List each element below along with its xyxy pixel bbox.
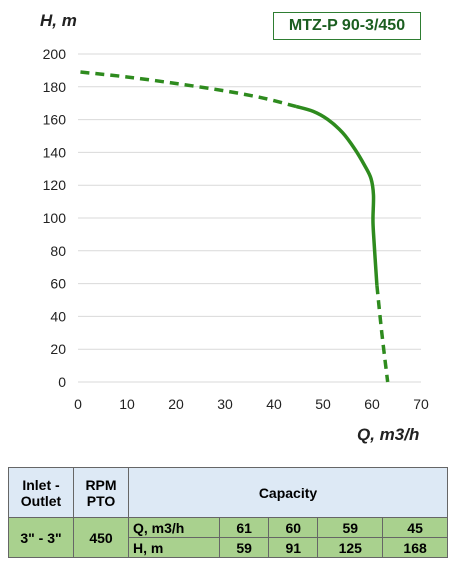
y-tick-label: 120 (43, 177, 67, 193)
inlet-outlet-header: Inlet - Outlet (8, 467, 74, 518)
gridlines (78, 53, 421, 383)
inlet-outlet-value: 3" - 3" (8, 517, 74, 558)
x-tick-label: 20 (168, 396, 184, 412)
y-tick-label: 60 (50, 276, 66, 292)
q-value-1: 61 (218, 517, 270, 538)
rpm-pto-value: 450 (73, 517, 129, 558)
h-value-3: 125 (317, 537, 384, 558)
q-value-3: 59 (317, 517, 384, 538)
y-tick-label: 0 (58, 374, 66, 390)
tick-labels: 0 20 40 60 80 100 120 140 160 180 200 0 10 20 30 40 50 60… (43, 46, 429, 412)
x-tick-label: 10 (119, 396, 135, 412)
spec-table: Inlet - Outlet RPM PTO Capacity 3" - 3" … (8, 467, 448, 558)
pump-curve (80, 70, 390, 383)
capacity-header: Capacity (128, 467, 448, 518)
y-tick-label: 140 (43, 144, 67, 160)
curve-solid-segment (295, 104, 379, 286)
q-value-4: 45 (382, 517, 448, 538)
pump-curve-chart: 0 20 40 60 80 100 120 140 160 180 200 0 10 20 30 40 50 60… (40, 11, 429, 444)
model-title: MTZ-P 90-3/450 (273, 12, 421, 40)
h-value-2: 91 (268, 537, 319, 558)
y-tick-label: 180 (43, 79, 67, 95)
q-label: Q, m3/h (128, 517, 220, 538)
q-value-2: 60 (268, 517, 319, 538)
y-tick-label: 100 (43, 210, 67, 226)
h-value-1: 59 (218, 537, 270, 558)
curve-dashed-segment (375, 285, 390, 383)
x-tick-label: 50 (315, 396, 331, 412)
y-axis-label: H, m (40, 11, 77, 30)
x-tick-label: 40 (266, 396, 282, 412)
y-tick-label: 160 (43, 112, 67, 128)
x-tick-label: 0 (74, 396, 82, 412)
y-tick-label: 40 (50, 308, 66, 324)
x-axis-label: Q, m3/h (357, 425, 419, 444)
y-tick-label: 80 (50, 243, 66, 259)
rpm-pto-header: RPM PTO (73, 467, 129, 518)
curve-dashed-segment (80, 70, 297, 109)
h-label: H, m (128, 537, 220, 558)
y-tick-label: 20 (50, 341, 66, 357)
x-tick-label: 70 (413, 396, 429, 412)
x-tick-label: 30 (217, 396, 233, 412)
x-tick-label: 60 (364, 396, 380, 412)
y-tick-label: 200 (43, 46, 67, 62)
h-value-4: 168 (382, 537, 448, 558)
